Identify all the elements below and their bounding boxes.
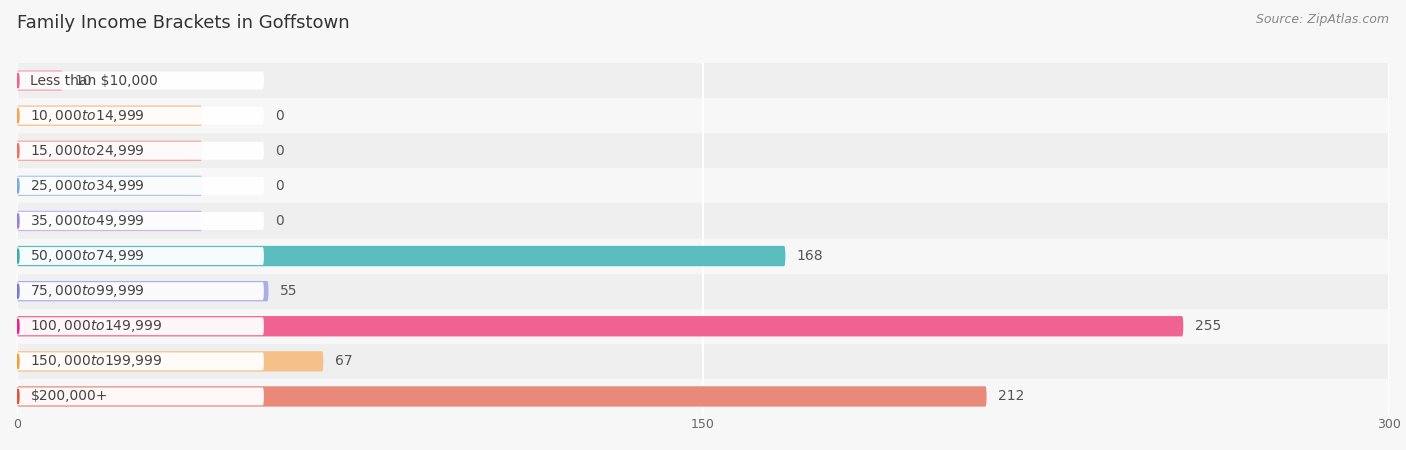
FancyBboxPatch shape [17, 316, 1184, 337]
FancyBboxPatch shape [17, 281, 269, 302]
FancyBboxPatch shape [17, 351, 323, 372]
Circle shape [17, 249, 18, 263]
FancyBboxPatch shape [17, 177, 264, 195]
FancyBboxPatch shape [17, 246, 786, 266]
Text: 168: 168 [797, 249, 824, 263]
Text: $200,000+: $200,000+ [31, 389, 108, 404]
Text: $100,000 to $149,999: $100,000 to $149,999 [31, 318, 163, 334]
FancyBboxPatch shape [17, 70, 63, 91]
Circle shape [17, 179, 18, 193]
Bar [17, 98, 1389, 133]
FancyBboxPatch shape [17, 212, 264, 230]
Text: Family Income Brackets in Goffstown: Family Income Brackets in Goffstown [17, 14, 350, 32]
FancyBboxPatch shape [17, 282, 264, 300]
Text: Source: ZipAtlas.com: Source: ZipAtlas.com [1256, 14, 1389, 27]
Bar [17, 133, 1389, 168]
Circle shape [17, 284, 18, 298]
FancyBboxPatch shape [17, 386, 987, 407]
FancyBboxPatch shape [17, 211, 202, 231]
Text: 55: 55 [280, 284, 298, 298]
Text: $35,000 to $49,999: $35,000 to $49,999 [31, 213, 145, 229]
Bar [17, 309, 1389, 344]
Bar [17, 203, 1389, 238]
FancyBboxPatch shape [17, 247, 264, 265]
FancyBboxPatch shape [17, 352, 264, 370]
FancyBboxPatch shape [17, 317, 264, 335]
Bar [17, 168, 1389, 203]
Circle shape [17, 144, 18, 158]
FancyBboxPatch shape [17, 176, 202, 196]
Bar [17, 63, 1389, 98]
Text: 10: 10 [75, 73, 91, 88]
Text: 0: 0 [276, 179, 284, 193]
Text: 0: 0 [276, 108, 284, 123]
Bar [17, 344, 1389, 379]
Circle shape [17, 214, 18, 228]
Text: 0: 0 [276, 214, 284, 228]
Circle shape [17, 108, 18, 123]
Bar [17, 238, 1389, 274]
Text: Less than $10,000: Less than $10,000 [31, 73, 157, 88]
Circle shape [17, 354, 18, 369]
Circle shape [17, 389, 18, 404]
Circle shape [17, 73, 18, 88]
Bar [17, 274, 1389, 309]
Text: $50,000 to $74,999: $50,000 to $74,999 [31, 248, 145, 264]
Circle shape [17, 319, 18, 333]
FancyBboxPatch shape [17, 140, 202, 161]
Text: $75,000 to $99,999: $75,000 to $99,999 [31, 283, 145, 299]
Text: 67: 67 [335, 354, 353, 369]
Text: $15,000 to $24,999: $15,000 to $24,999 [31, 143, 145, 159]
FancyBboxPatch shape [17, 107, 264, 125]
Text: 212: 212 [998, 389, 1025, 404]
Text: $150,000 to $199,999: $150,000 to $199,999 [31, 353, 163, 369]
FancyBboxPatch shape [17, 72, 264, 90]
FancyBboxPatch shape [17, 387, 264, 405]
FancyBboxPatch shape [17, 142, 264, 160]
Text: $10,000 to $14,999: $10,000 to $14,999 [31, 108, 145, 124]
Text: $25,000 to $34,999: $25,000 to $34,999 [31, 178, 145, 194]
FancyBboxPatch shape [17, 105, 202, 126]
Bar [17, 379, 1389, 414]
Text: 0: 0 [276, 144, 284, 158]
Text: 255: 255 [1195, 319, 1220, 333]
